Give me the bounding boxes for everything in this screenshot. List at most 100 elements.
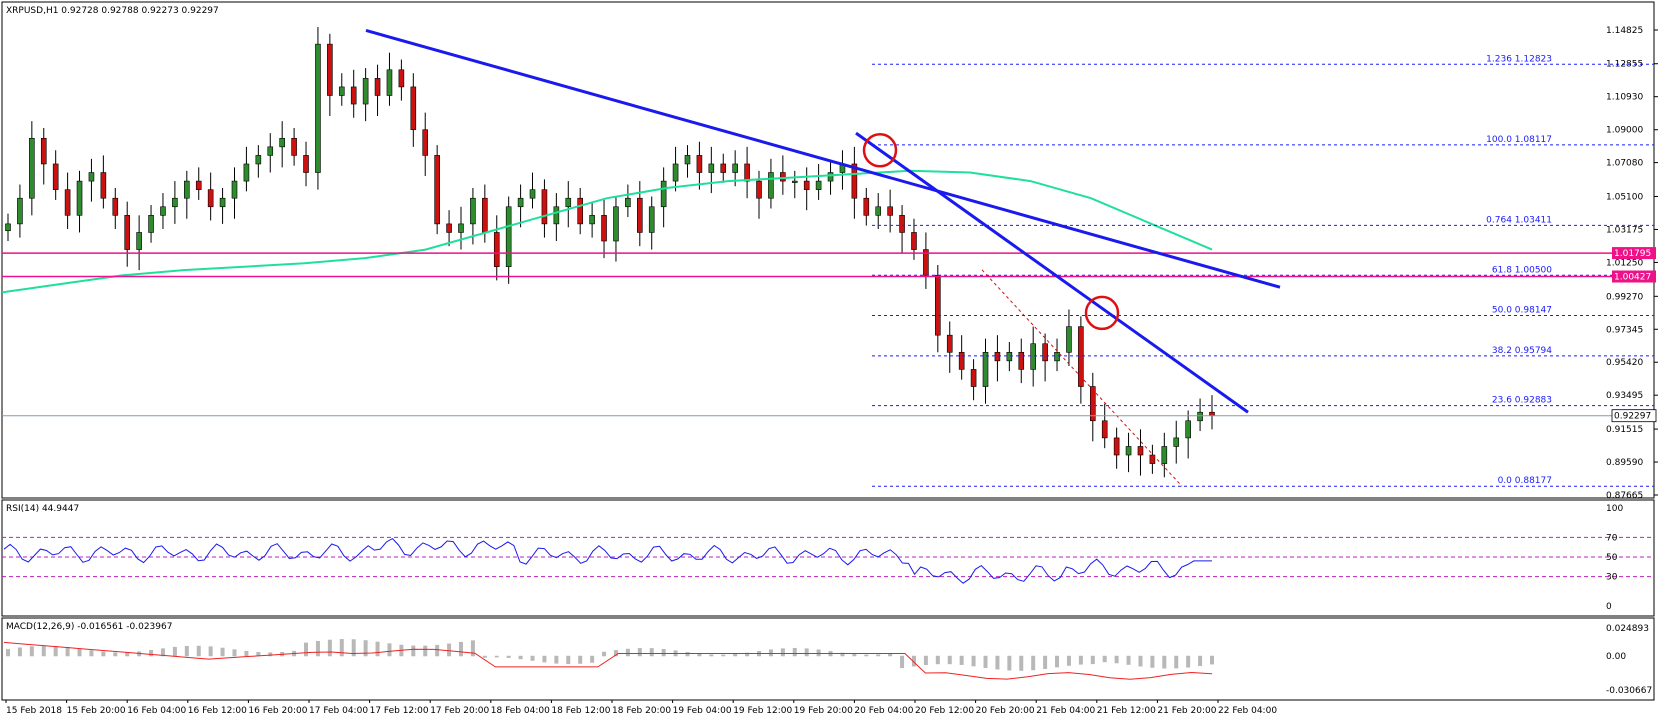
candle-body <box>577 197 583 225</box>
candle-body <box>827 172 834 182</box>
macd-histogram-bar <box>363 640 368 657</box>
macd-histogram-bar <box>816 649 821 657</box>
macd-histogram-bar <box>387 643 392 657</box>
candle-body <box>803 180 810 190</box>
candle-body <box>1197 411 1203 422</box>
candle-body <box>76 180 83 216</box>
candle-body <box>5 223 11 232</box>
time-axis-label: 20 Feb 12:00 <box>915 706 974 716</box>
rsi-axis-label: 70 <box>1606 533 1618 543</box>
rsi-axis-label: 0 <box>1606 602 1612 612</box>
time-axis-label: 20 Feb 20:00 <box>976 706 1035 716</box>
macd-histogram-bar <box>160 648 165 657</box>
macd-histogram-bar <box>721 654 726 657</box>
candle-body <box>100 172 107 199</box>
macd-histogram-bar <box>613 650 618 657</box>
macd-histogram-bar <box>196 645 201 657</box>
candle-body <box>1149 454 1156 464</box>
macd-histogram-bar <box>1198 655 1203 667</box>
macd-header: MACD(12,26,9) -0.016561 -0.023967 <box>6 622 172 632</box>
candle-body <box>660 180 667 208</box>
candle-body <box>529 189 536 199</box>
price-axis-label: 0.93495 <box>1606 391 1643 401</box>
macd-histogram-bar <box>1210 655 1214 665</box>
macd-histogram-bar <box>518 655 523 660</box>
macd-histogram-bar <box>900 655 905 669</box>
highlight-circle <box>862 133 898 168</box>
macd-histogram-bar <box>1150 655 1155 668</box>
price-axis-label: 0.87665 <box>1606 491 1643 501</box>
macd-histogram-bar <box>709 654 714 657</box>
candle-body <box>1185 420 1191 439</box>
macd-histogram-bar <box>804 648 809 657</box>
candle-body <box>946 334 953 353</box>
candle-body <box>601 215 607 242</box>
candle-body <box>219 197 226 208</box>
macd-panel <box>1 617 1655 701</box>
macd-histogram-bar <box>959 655 964 665</box>
time-axis-label: 21 Feb 04:00 <box>1036 706 1095 716</box>
candle-body <box>303 155 309 173</box>
candle-body <box>446 223 452 233</box>
candle-body <box>863 197 870 216</box>
candle-body <box>970 369 977 387</box>
candle-body <box>637 197 643 233</box>
price-axis-label: 0.95420 <box>1606 358 1643 368</box>
fib-level-label: 1.236 1.12823 <box>1486 54 1552 64</box>
macd-histogram-bar <box>745 652 750 657</box>
price-axis-label: 1.14825 <box>1606 26 1643 36</box>
candle-body <box>1113 437 1120 456</box>
macd-histogram-bar <box>351 639 356 657</box>
price-axis-label: 1.10930 <box>1606 93 1643 103</box>
macd-histogram-bar <box>411 645 416 657</box>
macd-histogram-bar <box>172 646 177 657</box>
candle-body <box>732 163 738 173</box>
macd-histogram-bar <box>101 651 106 657</box>
price-axis-label: 1.07080 <box>1606 159 1643 169</box>
time-axis-label: 15 Feb 2018 <box>6 706 62 716</box>
macd-histogram-bar <box>911 655 916 667</box>
macd-histogram-bar <box>876 654 881 657</box>
macd-histogram-bar <box>244 650 249 657</box>
candle-body <box>17 197 23 225</box>
fib-level-label: 38.2 0.95794 <box>1492 346 1552 356</box>
macd-histogram-bar <box>208 646 213 657</box>
macd-histogram-bar <box>578 655 583 664</box>
candle-body <box>768 172 774 199</box>
price-axis-label: 1.05100 <box>1606 192 1643 202</box>
candle-body <box>744 163 750 182</box>
macd-histogram-bar <box>41 645 46 657</box>
candle-body <box>1066 326 1072 353</box>
macd-histogram-bar <box>220 647 225 657</box>
macd-histogram-bar <box>1090 655 1095 665</box>
macd-histogram-bar <box>1138 655 1143 667</box>
macd-histogram-bar <box>625 648 630 657</box>
time-axis-label: 16 Feb 20:00 <box>248 706 307 716</box>
macd-histogram-bar <box>268 652 273 657</box>
time-axis-label: 17 Feb 04:00 <box>309 706 368 716</box>
time-axis-label: 16 Feb 04:00 <box>127 706 186 716</box>
candle-body <box>267 146 274 156</box>
candle-body <box>517 197 524 208</box>
candle-body <box>648 206 655 233</box>
candle-body <box>899 215 905 233</box>
price-tag <box>1612 247 1656 260</box>
price-tag-label: 1.00427 <box>1614 273 1651 283</box>
macd-histogram-bar <box>661 648 666 657</box>
macd-histogram-bar <box>423 645 428 657</box>
candle-body <box>112 197 119 216</box>
candle-body <box>1173 437 1180 447</box>
candle-body <box>29 137 35 199</box>
candle-body <box>923 249 929 276</box>
macd-histogram-bar <box>649 648 654 657</box>
candle-body <box>291 137 297 156</box>
candle-body <box>1209 411 1215 416</box>
candle-body <box>935 274 941 336</box>
candle-body <box>1018 351 1025 370</box>
candle-body <box>410 86 417 131</box>
price-tag-label: 0.92297 <box>1614 412 1651 422</box>
macd-histogram-bar <box>458 641 463 657</box>
trendline-upper <box>365 28 1281 289</box>
candle-body <box>1101 420 1108 439</box>
